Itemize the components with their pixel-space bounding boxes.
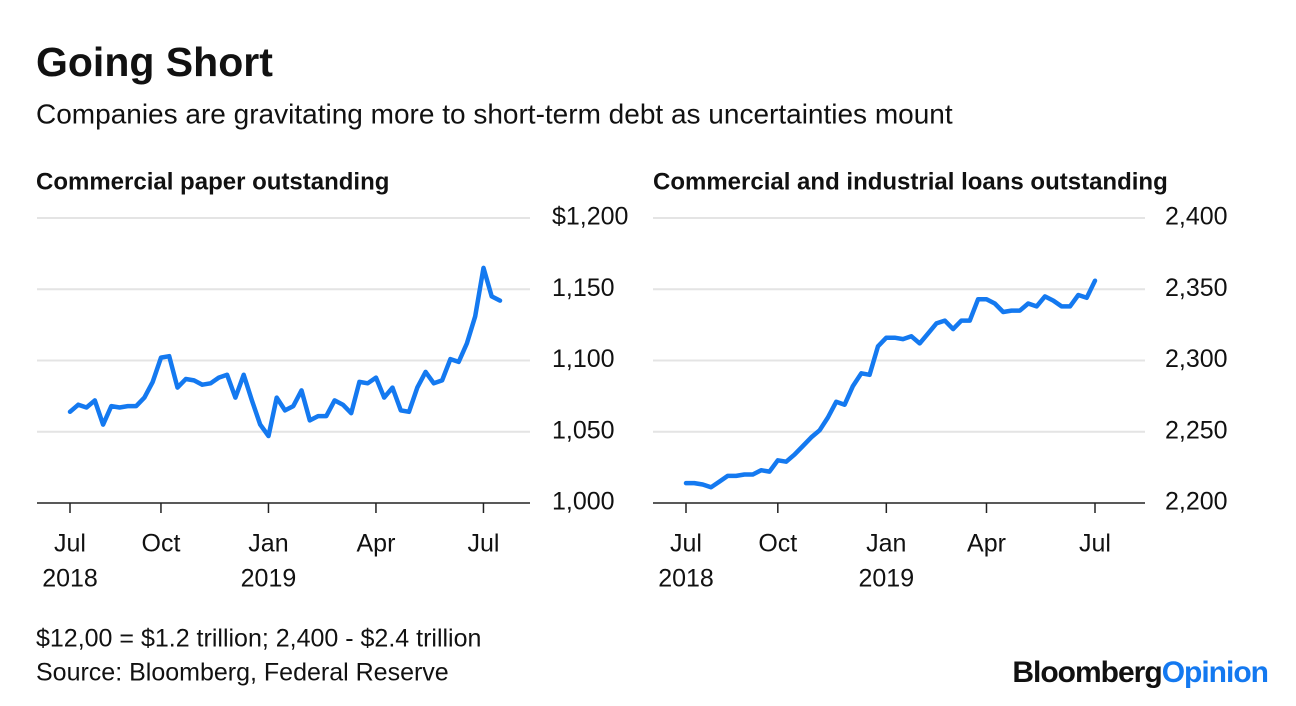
y-tick-label: $1,200: [552, 203, 628, 231]
footnote: $12,00 = $1.2 trillion; 2,400 - $2.4 tri…: [36, 625, 481, 653]
source: Source: Bloomberg, Federal Reserve: [36, 659, 449, 687]
x-tick-label: Apr: [967, 530, 1006, 558]
x-year-label: 2019: [241, 565, 297, 593]
y-tick-label: 2,300: [1165, 345, 1228, 373]
panel-title: Commercial and industrial loans outstand…: [653, 168, 1168, 195]
x-year-label: 2018: [658, 565, 714, 593]
panel-title: Commercial paper outstanding: [36, 168, 389, 195]
chart-title: Going Short: [36, 39, 273, 85]
brand-name: Bloomberg: [1012, 656, 1161, 689]
y-tick-label: 2,250: [1165, 416, 1228, 444]
brand-section: Opinion: [1162, 656, 1268, 689]
x-tick-label: Apr: [357, 530, 396, 558]
x-tick-label: Oct: [758, 530, 797, 558]
x-tick-label: Jul: [1079, 530, 1111, 558]
x-tick-label: Jan: [248, 530, 288, 558]
y-tick-label: 1,050: [552, 416, 615, 444]
subtitle: Companies are gravitating more to short-…: [36, 98, 953, 129]
x-tick-label: Jul: [670, 530, 702, 558]
y-tick-label: 2,400: [1165, 203, 1228, 231]
data-line: [67, 265, 503, 439]
brand-logo: BloombergOpinion: [1012, 656, 1268, 689]
x-year-label: 2019: [859, 565, 915, 593]
x-tick-label: Jan: [866, 530, 906, 558]
y-tick-label: 1,000: [552, 488, 615, 516]
x-tick-label: Jul: [54, 530, 86, 558]
data-line: [683, 278, 1098, 490]
y-tick-label: 2,350: [1165, 274, 1228, 302]
x-tick-label: Jul: [467, 530, 499, 558]
y-tick-label: 1,150: [552, 274, 615, 302]
y-tick-label: 2,200: [1165, 488, 1228, 516]
x-year-label: 2018: [42, 565, 98, 593]
x-tick-label: Oct: [142, 530, 181, 558]
y-tick-label: 1,100: [552, 345, 615, 373]
